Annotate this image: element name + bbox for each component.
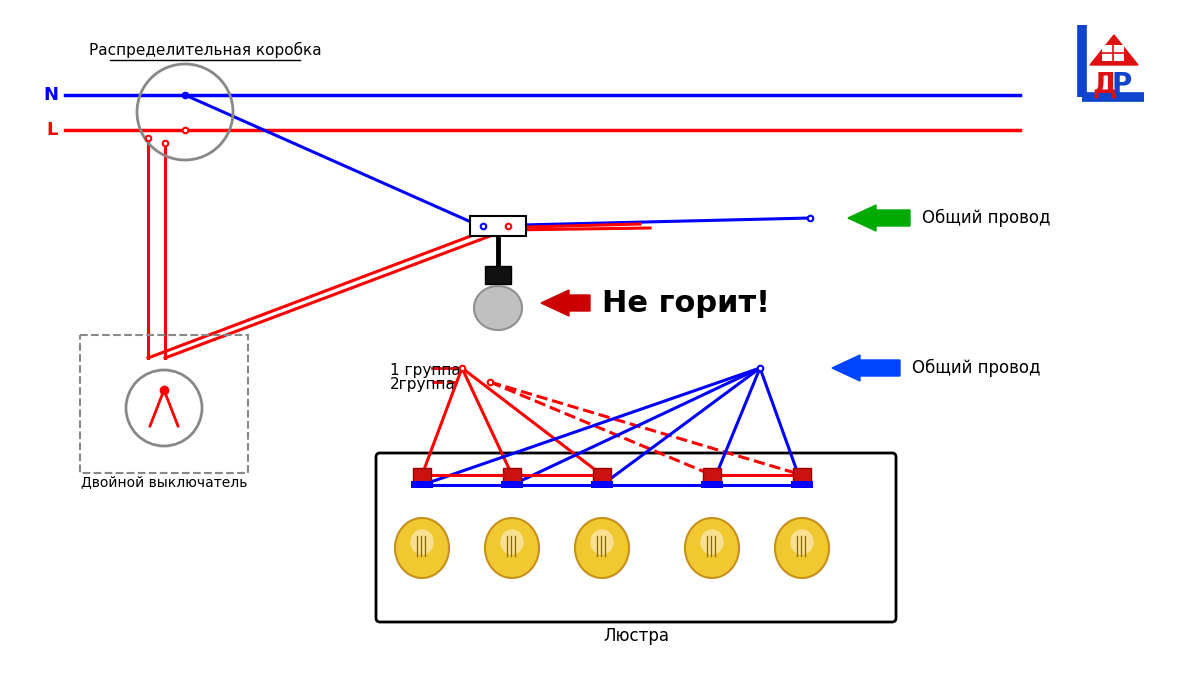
Polygon shape — [685, 518, 739, 578]
Text: Общий провод: Общий провод — [912, 359, 1040, 377]
Text: L: L — [47, 121, 58, 139]
Text: Общий провод: Общий провод — [922, 209, 1050, 227]
Text: Не горит!: Не горит! — [602, 288, 770, 317]
Text: Распределительная коробка: Распределительная коробка — [89, 42, 322, 58]
Text: N: N — [43, 86, 58, 104]
Bar — [1102, 45, 1124, 61]
Polygon shape — [502, 530, 523, 554]
Polygon shape — [485, 518, 539, 578]
Bar — [485, 266, 511, 284]
Bar — [593, 468, 611, 482]
Bar — [503, 468, 521, 482]
Text: Р: Р — [1112, 71, 1133, 99]
FancyArrow shape — [832, 355, 900, 381]
Text: Двойной выключатель: Двойной выключатель — [80, 475, 247, 489]
Bar — [701, 481, 722, 488]
Polygon shape — [412, 530, 433, 554]
Polygon shape — [791, 530, 814, 554]
Text: 2группа: 2группа — [390, 377, 456, 392]
Polygon shape — [395, 518, 449, 578]
Bar — [470, 216, 526, 236]
Polygon shape — [575, 518, 629, 578]
Polygon shape — [592, 530, 613, 554]
Polygon shape — [474, 286, 522, 330]
Bar — [793, 468, 811, 482]
Polygon shape — [701, 530, 722, 554]
Bar — [413, 468, 431, 482]
FancyArrow shape — [541, 290, 590, 316]
Polygon shape — [775, 518, 829, 578]
Bar — [410, 481, 433, 488]
Polygon shape — [1090, 35, 1138, 65]
Bar — [703, 468, 721, 482]
Bar — [502, 481, 523, 488]
Text: Д: Д — [1092, 71, 1117, 99]
Text: 1 группа: 1 группа — [390, 362, 461, 377]
FancyArrow shape — [848, 205, 910, 231]
Bar — [592, 481, 613, 488]
Bar — [791, 481, 814, 488]
Text: Люстра: Люстра — [604, 627, 670, 645]
